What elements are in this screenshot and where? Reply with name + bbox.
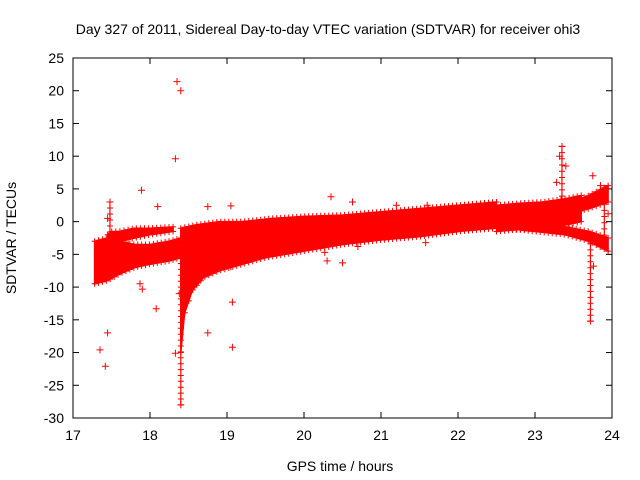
x-tick-label: 24 bbox=[604, 427, 620, 443]
data-point bbox=[422, 239, 430, 247]
data-point bbox=[562, 162, 570, 170]
data-point bbox=[553, 178, 561, 186]
vertical-run-points bbox=[107, 201, 113, 275]
data-point bbox=[228, 343, 236, 351]
data-point bbox=[323, 257, 331, 265]
data-point bbox=[204, 203, 212, 211]
data-point bbox=[101, 362, 109, 370]
data-point bbox=[204, 329, 212, 337]
x-tick-label: 19 bbox=[219, 427, 235, 443]
data-point bbox=[104, 214, 112, 222]
data-point bbox=[586, 317, 594, 325]
data-point bbox=[154, 203, 162, 211]
data-point bbox=[175, 290, 183, 298]
data-point bbox=[136, 280, 144, 288]
data-point bbox=[96, 346, 104, 354]
y-tick-label: 25 bbox=[48, 50, 64, 66]
data-point bbox=[600, 192, 608, 199]
data-point bbox=[327, 193, 335, 201]
y-tick-label: -20 bbox=[44, 345, 64, 361]
vertical-run-points bbox=[559, 145, 565, 209]
data-point bbox=[228, 298, 236, 306]
data-point bbox=[321, 248, 329, 256]
data-point bbox=[597, 182, 604, 190]
data-point bbox=[138, 186, 145, 194]
band-edge-points bbox=[501, 218, 612, 255]
y-tick-label: -15 bbox=[44, 312, 64, 328]
data-point bbox=[349, 198, 356, 206]
y-tick-label: 20 bbox=[48, 83, 64, 99]
data-point bbox=[227, 202, 235, 210]
data-point bbox=[423, 201, 431, 209]
data-point bbox=[104, 329, 112, 337]
band-edge-points bbox=[177, 199, 500, 248]
data-point bbox=[192, 224, 200, 232]
data-point bbox=[106, 198, 114, 206]
data-point bbox=[177, 87, 185, 95]
x-tick-label: 21 bbox=[373, 427, 389, 443]
data-point bbox=[171, 155, 179, 163]
x-tick-label: 23 bbox=[527, 427, 543, 443]
data-point bbox=[556, 152, 564, 160]
y-tick-label: -30 bbox=[44, 410, 64, 426]
x-tick-label: 17 bbox=[65, 427, 81, 443]
data-point bbox=[152, 305, 160, 313]
y-axis: 25 20 15 10 5 0 -5 -10 -15 -20 -25 -30 bbox=[44, 50, 612, 426]
data-point bbox=[339, 259, 346, 267]
data-point bbox=[173, 78, 181, 86]
data-point bbox=[177, 401, 185, 409]
x-tick-label: 18 bbox=[142, 427, 158, 443]
y-tick-label: -25 bbox=[44, 377, 64, 393]
data-point bbox=[354, 243, 362, 250]
plot-frame bbox=[72, 57, 613, 419]
x-tick-label: 22 bbox=[450, 427, 466, 443]
data-point bbox=[590, 262, 597, 270]
x-axis: 17 18 19 20 21 22 23 24 bbox=[65, 58, 620, 443]
x-axis-label: GPS time / hours bbox=[287, 458, 394, 474]
data-point bbox=[171, 349, 179, 357]
y-tick-label: 10 bbox=[48, 148, 64, 164]
y-tick-label: -5 bbox=[52, 246, 65, 262]
x-tick-label: 20 bbox=[296, 427, 312, 443]
data-point bbox=[392, 201, 400, 209]
data-point bbox=[558, 142, 566, 150]
data-point bbox=[138, 285, 146, 293]
data-point bbox=[604, 210, 612, 218]
data-point bbox=[227, 263, 235, 271]
chart-title: Day 327 of 2011, Sidereal Day-to-day VTE… bbox=[76, 21, 581, 37]
y-tick-label: -10 bbox=[44, 279, 64, 295]
y-tick-label: 15 bbox=[48, 115, 64, 131]
data-layer bbox=[91, 78, 612, 409]
data-point bbox=[589, 172, 597, 180]
y-axis-label: SDTVAR / TECUs bbox=[3, 182, 19, 294]
y-tick-label: 0 bbox=[56, 214, 64, 230]
y-tick-label: 5 bbox=[56, 181, 64, 197]
